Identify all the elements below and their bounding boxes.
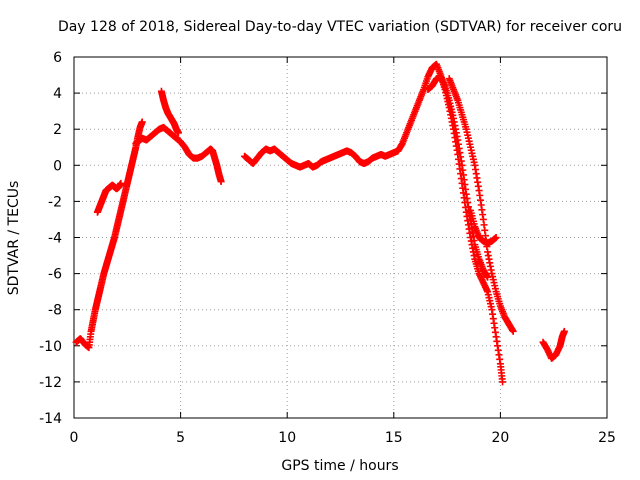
data-point xyxy=(560,327,568,335)
x-tick-label: 0 xyxy=(70,430,79,446)
series-coru-arc-7 xyxy=(445,75,517,335)
y-tick-label: 0 xyxy=(53,158,62,174)
data-series xyxy=(72,60,568,386)
data-point xyxy=(174,129,182,137)
data-point xyxy=(117,179,125,187)
x-tick-label: 15 xyxy=(385,430,403,446)
grid-lines xyxy=(74,57,607,418)
y-tick-label: 2 xyxy=(53,122,62,138)
y-axis: -14 -12 -10 -8 -6 -4 -2 0 2 4 6 xyxy=(39,50,607,427)
series-coru-arc-1 xyxy=(72,118,146,352)
y-tick-label: 6 xyxy=(53,50,62,66)
series-coru-arc-8 xyxy=(467,206,500,247)
x-tick-label: 10 xyxy=(278,430,296,446)
y-tick-label: 4 xyxy=(53,86,62,102)
plot-frame xyxy=(73,56,608,419)
series-coru-arc-4 xyxy=(157,87,182,137)
x-axis: 0 5 10 15 20 25 xyxy=(70,57,616,446)
data-point xyxy=(509,327,517,335)
data-point xyxy=(138,118,146,126)
y-tick-label: -6 xyxy=(48,267,62,283)
x-tick-label: 5 xyxy=(176,430,185,446)
y-tick-label: -14 xyxy=(39,411,62,427)
y-tick-label: -4 xyxy=(48,231,62,247)
data-point xyxy=(217,178,225,186)
y-axis-label: SDTVAR / TECUs xyxy=(6,181,22,296)
y-tick-label: -12 xyxy=(39,375,62,391)
data-point xyxy=(499,378,507,386)
x-tick-label: 25 xyxy=(598,430,616,446)
x-tick-label: 20 xyxy=(491,430,509,446)
x-axis-label: GPS time / hours xyxy=(281,458,398,474)
series-coru-arc-9 xyxy=(539,327,568,362)
series-coru-arc-2 xyxy=(93,179,125,216)
series-coru-arc-3 xyxy=(132,123,225,186)
series-coru-arc-5 xyxy=(241,60,507,386)
y-tick-label: -2 xyxy=(48,194,62,210)
y-tick-label: -8 xyxy=(48,303,62,319)
chart-title: Day 128 of 2018, Sidereal Day-to-day VTE… xyxy=(58,19,622,35)
y-tick-label: -10 xyxy=(39,339,62,355)
data-point xyxy=(492,234,500,241)
